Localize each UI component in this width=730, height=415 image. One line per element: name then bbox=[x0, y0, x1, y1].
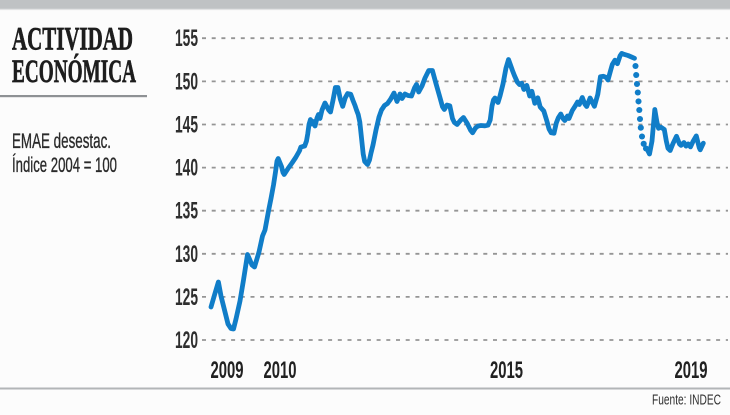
svg-text:125: 125 bbox=[175, 284, 198, 311]
svg-text:130: 130 bbox=[175, 241, 198, 268]
svg-text:Fuente: INDEC: Fuente: INDEC bbox=[652, 393, 721, 409]
svg-text:ACTIVIDAD: ACTIVIDAD bbox=[12, 22, 133, 58]
svg-text:ECONÓMICA: ECONÓMICA bbox=[12, 52, 136, 90]
svg-text:2015: 2015 bbox=[490, 357, 523, 384]
svg-text:2009: 2009 bbox=[211, 357, 244, 384]
svg-text:Índice 2004 = 100: Índice 2004 = 100 bbox=[12, 154, 117, 177]
svg-text:140: 140 bbox=[175, 155, 198, 182]
svg-text:145: 145 bbox=[175, 112, 198, 139]
svg-text:EMAE desestac.: EMAE desestac. bbox=[12, 130, 111, 153]
svg-text:135: 135 bbox=[175, 198, 198, 225]
svg-text:155: 155 bbox=[175, 25, 198, 52]
svg-text:2019: 2019 bbox=[675, 357, 708, 384]
svg-text:2010: 2010 bbox=[264, 357, 297, 384]
svg-text:150: 150 bbox=[175, 68, 198, 95]
svg-text:120: 120 bbox=[175, 327, 198, 354]
